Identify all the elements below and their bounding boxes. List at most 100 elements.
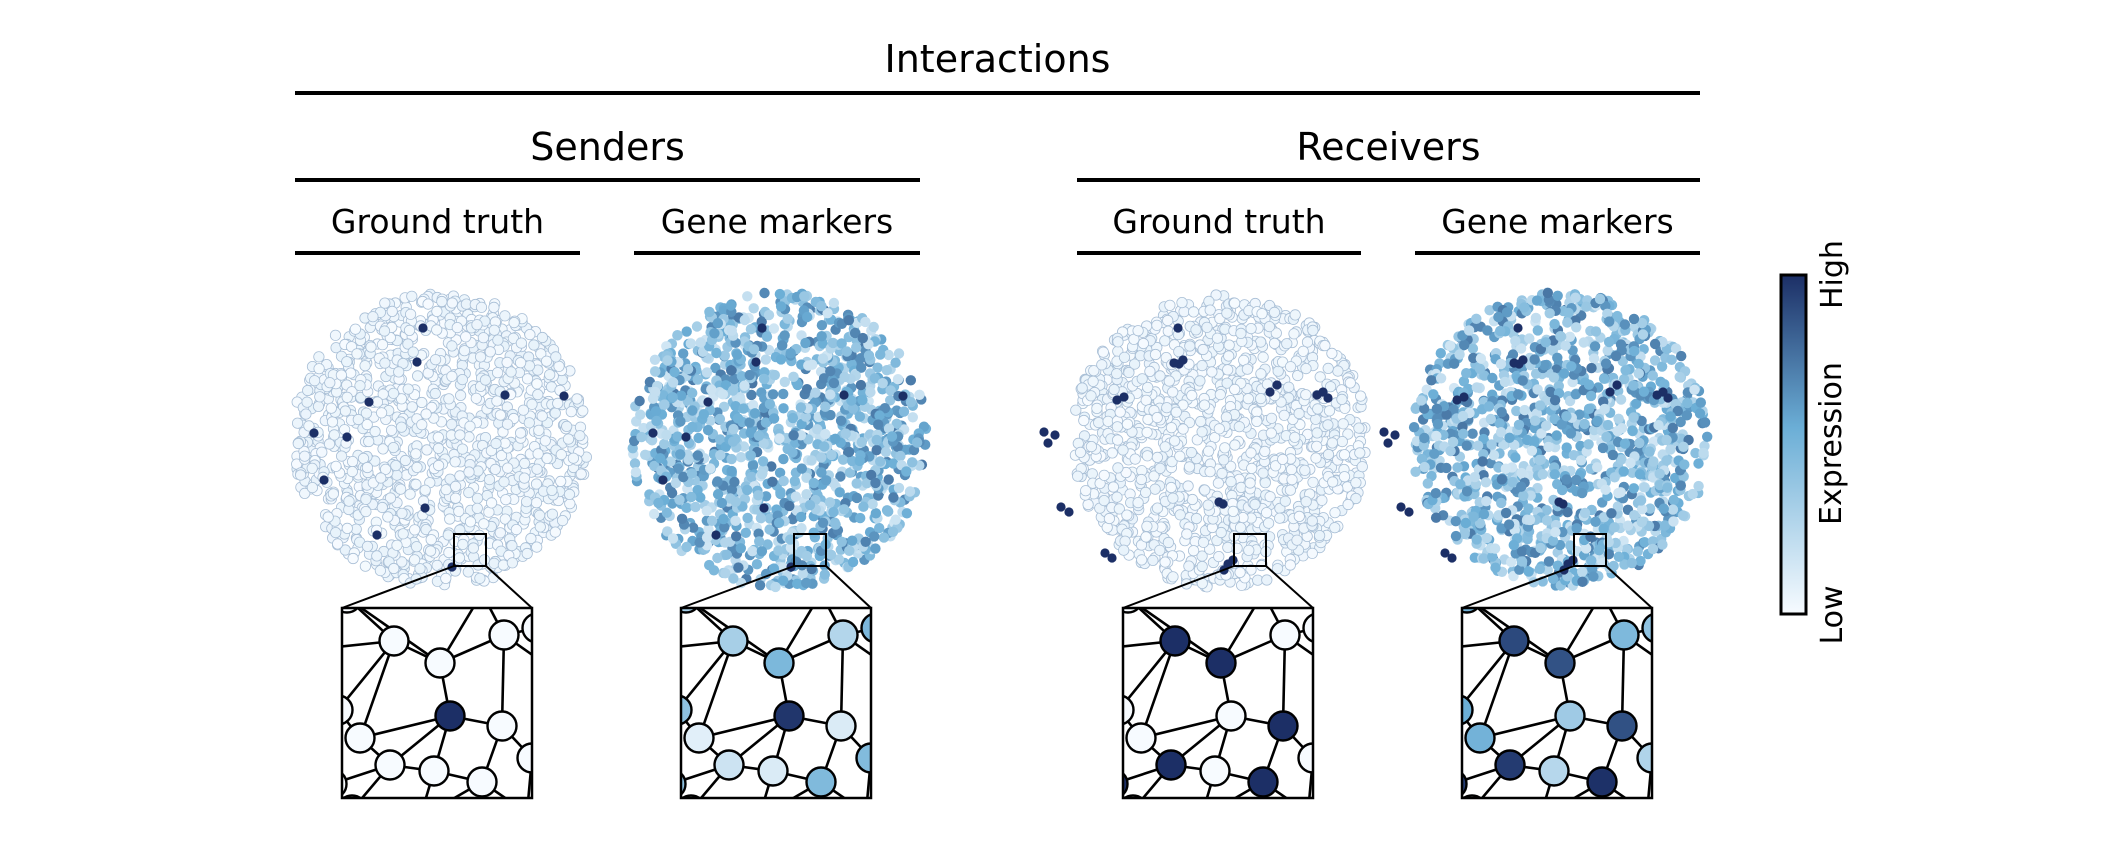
cell (395, 393, 408, 405)
cell (411, 370, 424, 382)
cell (1632, 546, 1643, 557)
cell (1626, 557, 1638, 569)
panel-rule-senders-ground-truth (295, 251, 580, 255)
cell (1190, 512, 1203, 525)
network-node (805, 766, 837, 798)
cell (451, 321, 463, 334)
hotspot-cell (372, 530, 382, 540)
cell (1633, 368, 1645, 379)
cell (488, 324, 500, 336)
cell (747, 460, 759, 471)
cell (408, 554, 421, 566)
cell (873, 419, 884, 430)
cell (749, 408, 761, 419)
cell (1549, 318, 1560, 330)
cell (685, 338, 696, 349)
cell (488, 301, 500, 313)
cell (687, 405, 698, 416)
cell (788, 430, 799, 441)
hotspot-cell (648, 428, 658, 438)
cell (1196, 560, 1208, 573)
hotspot-cell (703, 397, 713, 407)
cell (1284, 559, 1296, 571)
cell (731, 531, 742, 542)
cell (753, 490, 764, 501)
cell (330, 526, 342, 539)
zoom-connector (1122, 565, 1235, 609)
cell (1544, 308, 1555, 319)
cell (1197, 343, 1209, 356)
cell (1140, 531, 1152, 543)
cell (742, 512, 753, 524)
cell (330, 460, 342, 472)
network-node (713, 749, 745, 781)
cell (549, 407, 561, 419)
cell (345, 367, 357, 379)
cell (515, 337, 528, 349)
cell (720, 380, 731, 391)
cell (474, 351, 487, 363)
hotspot-cell (319, 475, 329, 485)
cell (1213, 423, 1225, 435)
cell (872, 362, 883, 373)
cell (552, 397, 564, 409)
cell (325, 402, 337, 414)
cell (306, 462, 318, 474)
cell (1074, 446, 1087, 458)
cell (801, 550, 812, 562)
cell (1112, 336, 1124, 348)
cell (499, 513, 511, 525)
cell (828, 377, 840, 389)
cell (475, 301, 488, 313)
cell (1186, 493, 1199, 506)
cell (667, 377, 679, 388)
cell (499, 310, 511, 322)
hotspot-cell (309, 428, 319, 438)
cell (747, 399, 759, 411)
panel-senders-gene-markers (627, 287, 932, 800)
cell (388, 562, 400, 575)
cell (806, 455, 817, 466)
cell (782, 313, 793, 324)
cell (816, 320, 828, 331)
cell (890, 357, 901, 368)
cell (1477, 456, 1488, 467)
cell (1121, 418, 1134, 430)
cell (796, 330, 807, 341)
cell (1135, 473, 1148, 486)
cell (1159, 556, 1171, 568)
cell (773, 517, 785, 528)
cell (1353, 422, 1365, 434)
cell (375, 407, 388, 419)
cell (1534, 454, 1545, 466)
cell (1274, 512, 1286, 524)
cell (464, 420, 476, 432)
cell (1471, 534, 1482, 545)
cell (1170, 406, 1182, 418)
cell (1668, 516, 1679, 527)
cell (779, 376, 790, 388)
cell (825, 366, 836, 377)
cell (1257, 351, 1269, 363)
cell (1627, 425, 1638, 436)
network-node (861, 797, 871, 798)
cell (675, 449, 686, 460)
cell (1499, 376, 1511, 388)
cell (429, 387, 441, 400)
cell (1233, 421, 1245, 433)
cell (510, 523, 523, 536)
hotspot-cell (1056, 502, 1066, 512)
cell (1140, 486, 1152, 498)
cell (1181, 528, 1193, 540)
cell (1220, 411, 1233, 423)
cell (733, 562, 744, 573)
cell (1111, 491, 1123, 503)
cell (646, 435, 658, 446)
cell (1225, 476, 1237, 488)
cell (861, 478, 873, 489)
cell (454, 389, 467, 401)
cell (1419, 461, 1430, 473)
cell (838, 504, 850, 515)
cell (530, 478, 543, 490)
cell (1586, 362, 1597, 374)
